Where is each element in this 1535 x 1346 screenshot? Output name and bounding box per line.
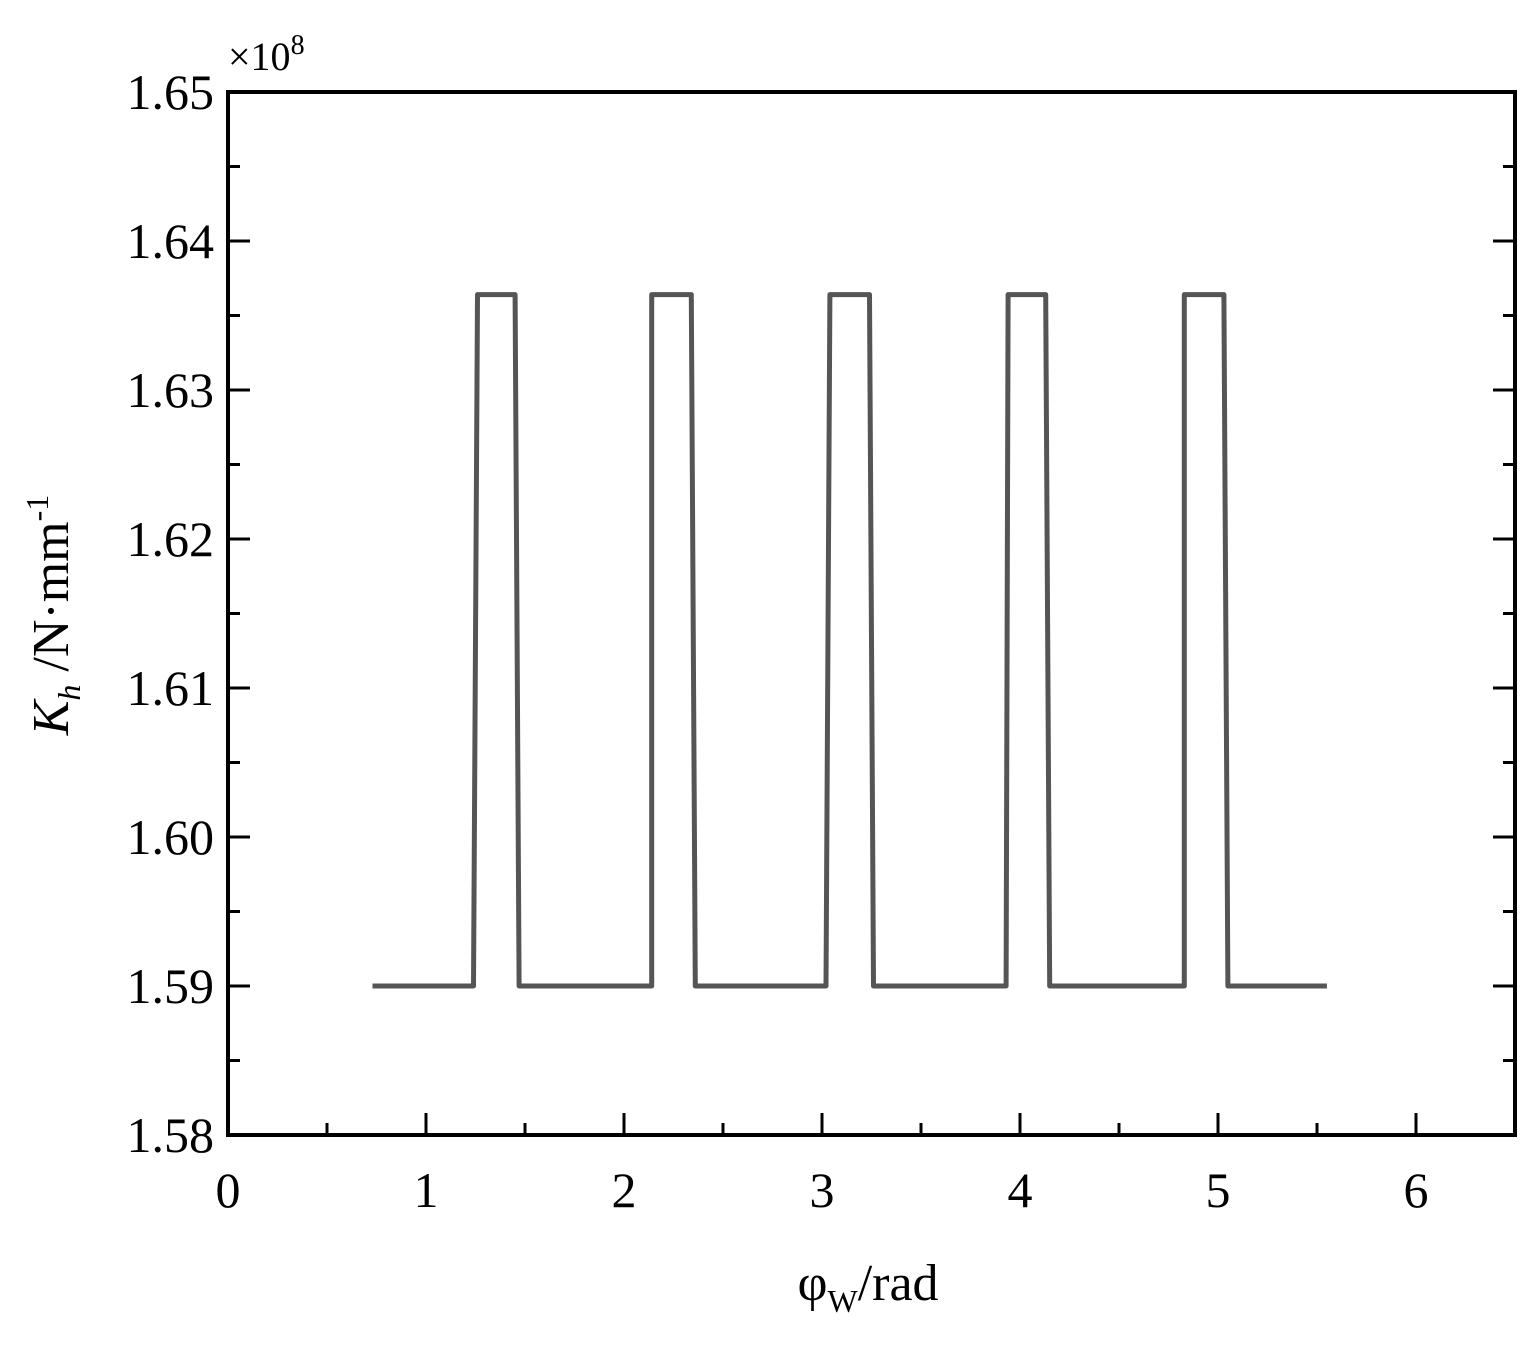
- x-tick-label: 5: [1206, 1162, 1231, 1218]
- x-tick-label: 3: [810, 1162, 835, 1218]
- y-tick-label: 1.60: [127, 809, 215, 865]
- y-axis-title-sub: h: [51, 685, 87, 701]
- y-tick-label: 1.61: [127, 660, 215, 716]
- x-tick-label: 0: [216, 1162, 241, 1218]
- y-axis-title-sup: -1: [19, 495, 55, 522]
- series-line-1: [372, 292, 1327, 989]
- y-multiplier: ×108: [228, 30, 305, 79]
- x-axis-title-rest: /rad: [858, 1255, 939, 1312]
- x-tick-label: 2: [612, 1162, 637, 1218]
- y-tick-label: 1.58: [127, 1107, 215, 1163]
- y-tick-label: 1.63: [127, 362, 215, 418]
- x-axis-title-sub: W: [827, 1283, 858, 1319]
- x-tick-label: 4: [1008, 1162, 1033, 1218]
- y-tick-label: 1.62: [127, 511, 215, 567]
- labels-layer: 0 1 2 3 4 5 6 1.58 1.59 1.60 1.61 1.62 1.63 1.64 1.65: [127, 64, 1429, 1218]
- x-axis-title-base: φ: [797, 1255, 827, 1312]
- y-multiplier-prefix: ×10: [228, 34, 291, 79]
- plot-frame: [226, 90, 1517, 1137]
- y-axis-title-rest: /N·mm: [23, 521, 80, 684]
- x-tick-label: 6: [1404, 1162, 1429, 1218]
- y-axis-title: Kh /N·mm-1: [19, 495, 87, 737]
- y-multiplier-exponent: 8: [291, 30, 305, 61]
- x-tick-label: 1: [414, 1162, 439, 1218]
- y-tick-label: 1.64: [127, 213, 215, 269]
- y-tick-label: 1.59: [127, 958, 215, 1014]
- series-layer: [372, 292, 1327, 989]
- x-axis-title: φW/rad: [797, 1255, 938, 1319]
- y-tick-label: 1.65: [127, 64, 215, 120]
- y-axis-title-base: K: [23, 698, 80, 736]
